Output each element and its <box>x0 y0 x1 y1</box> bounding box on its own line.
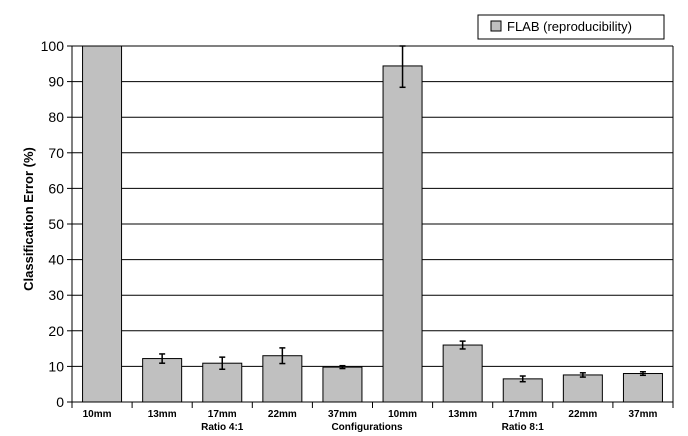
group-label: Ratio 8:1 <box>502 422 545 433</box>
bar <box>142 358 183 403</box>
x-tick-label: 17mm <box>508 409 537 420</box>
bar <box>82 45 123 403</box>
y-tick-label: 20 <box>48 323 64 339</box>
x-tick-label: 22mm <box>268 409 297 420</box>
y-tick-labels: 0 10 20 30 40 50 60 70 80 90 100 <box>41 38 65 410</box>
y-tick-label: 70 <box>48 145 64 161</box>
axes <box>67 45 674 408</box>
y-tick-label: 0 <box>56 394 64 410</box>
bar <box>562 374 603 403</box>
y-tick-label: 100 <box>41 38 65 54</box>
x-tick-label: 13mm <box>148 409 177 420</box>
x-tick-label: 13mm <box>448 409 477 420</box>
y-tick-label: 40 <box>48 252 64 268</box>
group-labels: Ratio 4:1 Ratio 8:1 <box>201 422 544 433</box>
bar <box>442 344 483 403</box>
error-bars <box>159 45 646 383</box>
x-axis-label: Configurations <box>331 422 403 433</box>
legend-label: FLAB (reproducibility) <box>507 19 632 34</box>
y-tick-label: 10 <box>48 358 64 374</box>
x-tick-labels: 10mm 13mm 17mm 22mm 37mm 10mm 13mm 17mm 22mm 37mm <box>83 409 658 420</box>
y-tick-label: 30 <box>48 287 64 303</box>
y-tick-label: 90 <box>48 74 64 90</box>
y-axis-label: Classification Error (%) <box>21 147 36 291</box>
bar <box>382 65 423 403</box>
y-tick-label: 80 <box>48 109 64 125</box>
x-tick-label: 17mm <box>208 409 237 420</box>
group-label: Ratio 4:1 <box>201 422 244 433</box>
x-tick-label: 22mm <box>568 409 597 420</box>
y-tick-label: 60 <box>48 180 64 196</box>
gridlines <box>72 45 673 367</box>
bar <box>322 366 363 403</box>
x-tick-label: 37mm <box>628 409 657 420</box>
legend-box <box>477 14 665 40</box>
y-tick-label: 50 <box>48 216 64 232</box>
legend-swatch <box>490 20 502 32</box>
legend: FLAB (reproducibility) <box>477 14 665 40</box>
x-tick-label: 10mm <box>388 409 417 420</box>
x-tick-label: 10mm <box>83 409 112 420</box>
bar <box>622 373 663 403</box>
x-tick-label: 37mm <box>328 409 357 420</box>
